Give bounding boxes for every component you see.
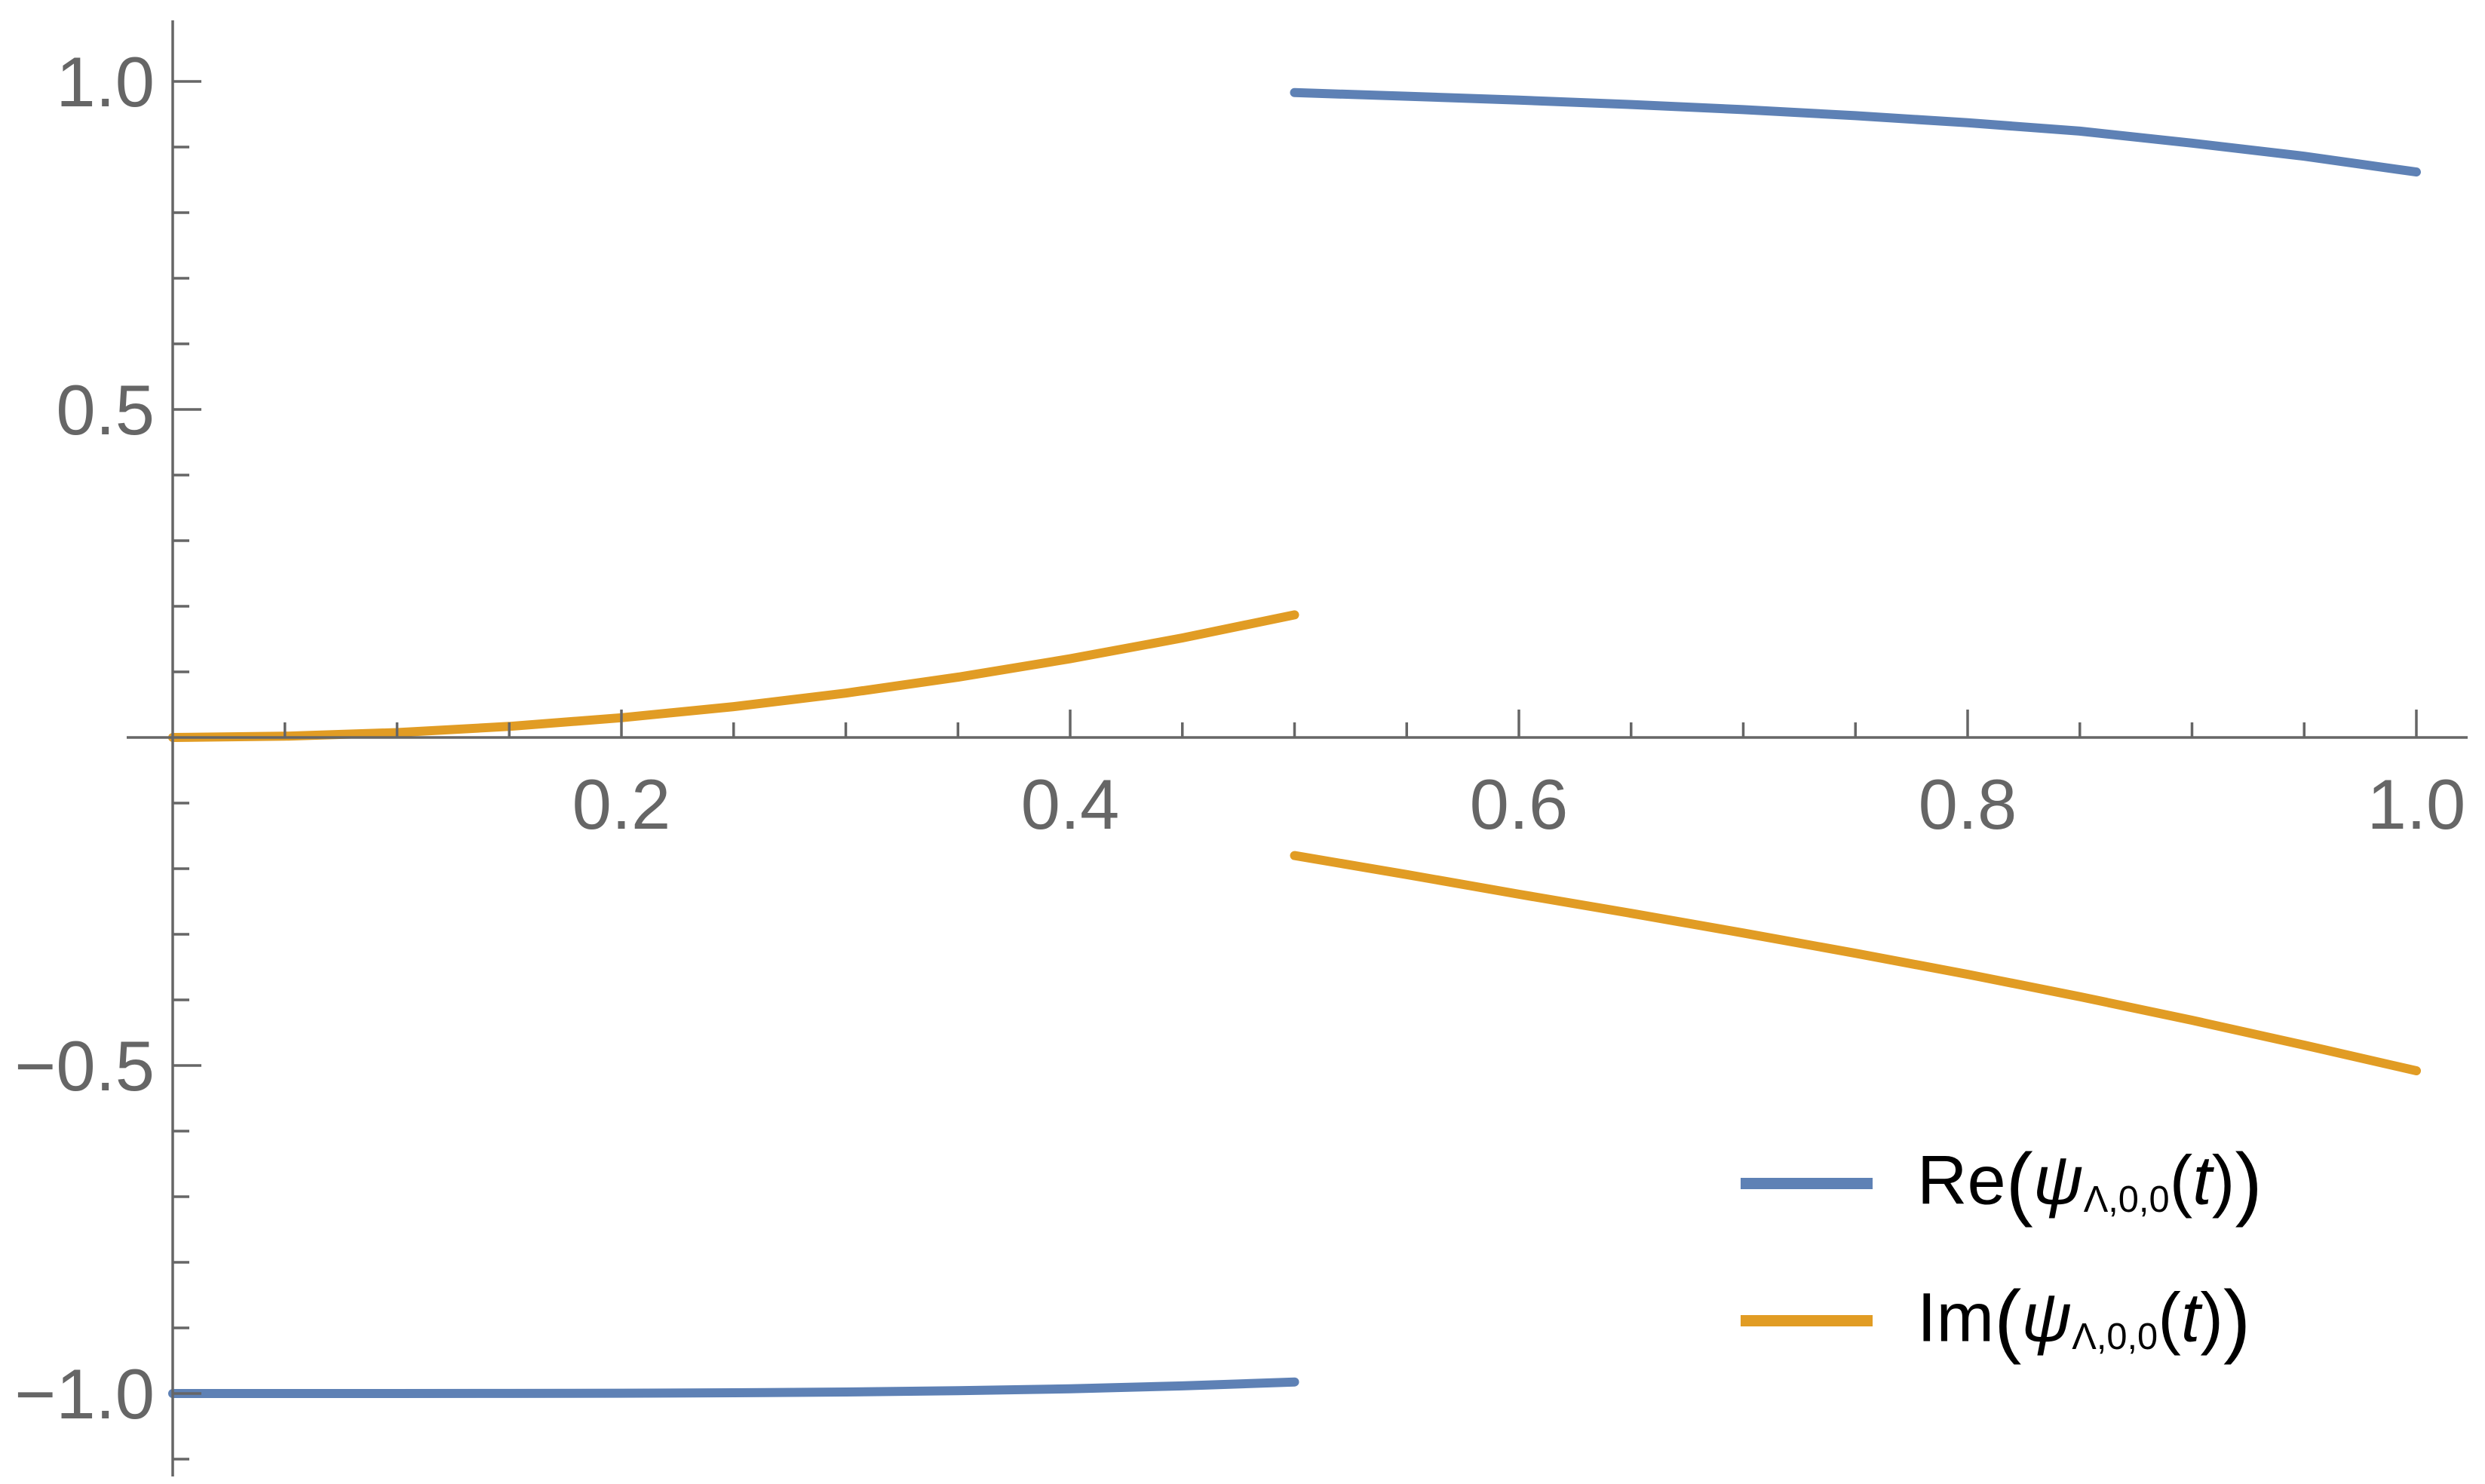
x-tick-label: 1.0 xyxy=(2367,765,2466,844)
x-tick-label: 0.6 xyxy=(1470,765,1569,844)
x-tick-label: 0.4 xyxy=(1021,765,1120,844)
curve-im-segment-1 xyxy=(168,610,1299,742)
legend-im-arg-open: ( xyxy=(2158,1279,2181,1357)
x-tick-label: 0.8 xyxy=(1919,765,2017,844)
curve-re-segment-2 xyxy=(1290,87,2421,177)
legend-label-im: Im(ψΛ,0,0(t)) xyxy=(1917,1279,2250,1362)
legend-label-re: Re(ψΛ,0,0(t)) xyxy=(1917,1142,2263,1225)
axes-layer: 0.2 0.4 0.6 0.8 1.0 1.0 0.5 −0.5 −1.0 xyxy=(14,20,2468,1476)
curve-im-segment-2 xyxy=(1290,851,2421,1075)
legend-im-prefix: Im xyxy=(1917,1279,1995,1357)
curve-re-segment-1 xyxy=(168,1377,1299,1398)
legend-re-close-paren: ) xyxy=(2235,1136,2263,1228)
psi-subscript: Λ,0,0 xyxy=(2083,1179,2170,1220)
curves-layer xyxy=(168,87,2421,1398)
y-tick-label: −1.0 xyxy=(14,1354,155,1433)
y-tick-label: 1.0 xyxy=(56,42,155,121)
psi-symbol: ψ xyxy=(2021,1279,2072,1357)
legend-item-re: Re(ψΛ,0,0(t)) xyxy=(1741,1134,2263,1232)
legend-im-arg-close: ) xyxy=(2200,1279,2224,1357)
legend-re-open-paren: ( xyxy=(2005,1136,2033,1228)
legend-re-arg-var: t xyxy=(2192,1142,2212,1219)
psi-subscript: Λ,0,0 xyxy=(2072,1316,2158,1357)
legend-re-prefix: Re xyxy=(1917,1142,2006,1219)
legend-im-open-paren: ( xyxy=(1994,1274,2022,1366)
psi-symbol: ψ xyxy=(2032,1142,2084,1219)
legend-swatch-re xyxy=(1741,1177,1873,1189)
legend-re-arg-close: ) xyxy=(2211,1142,2235,1219)
legend-swatch-im xyxy=(1741,1314,1873,1326)
legend-re-arg-open: ( xyxy=(2169,1142,2193,1219)
legend-im-arg-var: t xyxy=(2180,1279,2201,1357)
legend-im-close-paren: ) xyxy=(2223,1274,2251,1366)
y-tick-label: −0.5 xyxy=(14,1026,155,1105)
y-tick-label: 0.5 xyxy=(56,370,155,449)
x-tick-label: 0.2 xyxy=(572,765,671,844)
legend-item-im: Im(ψΛ,0,0(t)) xyxy=(1741,1271,2250,1369)
